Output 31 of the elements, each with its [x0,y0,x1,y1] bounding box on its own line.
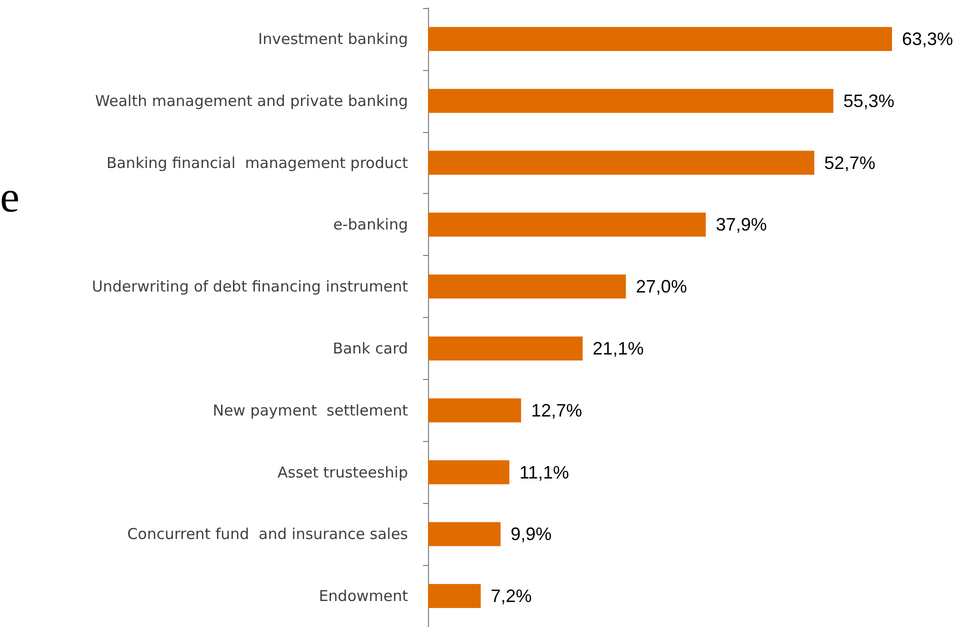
bar [428,150,814,175]
bar [428,398,522,422]
y-tick-label: Bank card [332,339,408,358]
bar [428,26,892,51]
bar [428,336,583,360]
data-label: 11,1% [519,462,570,482]
data-label: 21,1% [592,338,644,358]
data-label: 55,3% [843,90,894,111]
y-tick-label: Asset trusteeship [278,463,408,482]
data-label: 52,7% [824,152,876,173]
bar [428,88,834,113]
y-tick-label: Banking financial management product [106,154,408,172]
bar [428,584,481,608]
y-tick-label: New payment settlement [212,401,408,420]
y-tick-label: Underwriting of debt financing instrument [92,278,408,296]
y-tick-label: Wealth management and private banking [95,92,408,110]
y-tick-label: Investment banking [258,30,408,48]
text: e [0,172,20,222]
data-label: 9,9% [510,524,552,544]
data-label: 63,3% [902,28,954,49]
bar [428,274,626,299]
y-tick-label: Concurrent fund and insurance sales [127,525,408,544]
bar [428,460,510,484]
data-label: 37,9% [716,214,767,235]
y-tick-label: Endowment [318,587,408,606]
y-tick-label: e-banking [333,216,408,234]
bar [428,212,706,237]
data-label: 12,7% [531,400,582,420]
bar [428,522,501,546]
data-label: 7,2% [490,586,532,606]
data-label: 27,0% [636,276,687,297]
